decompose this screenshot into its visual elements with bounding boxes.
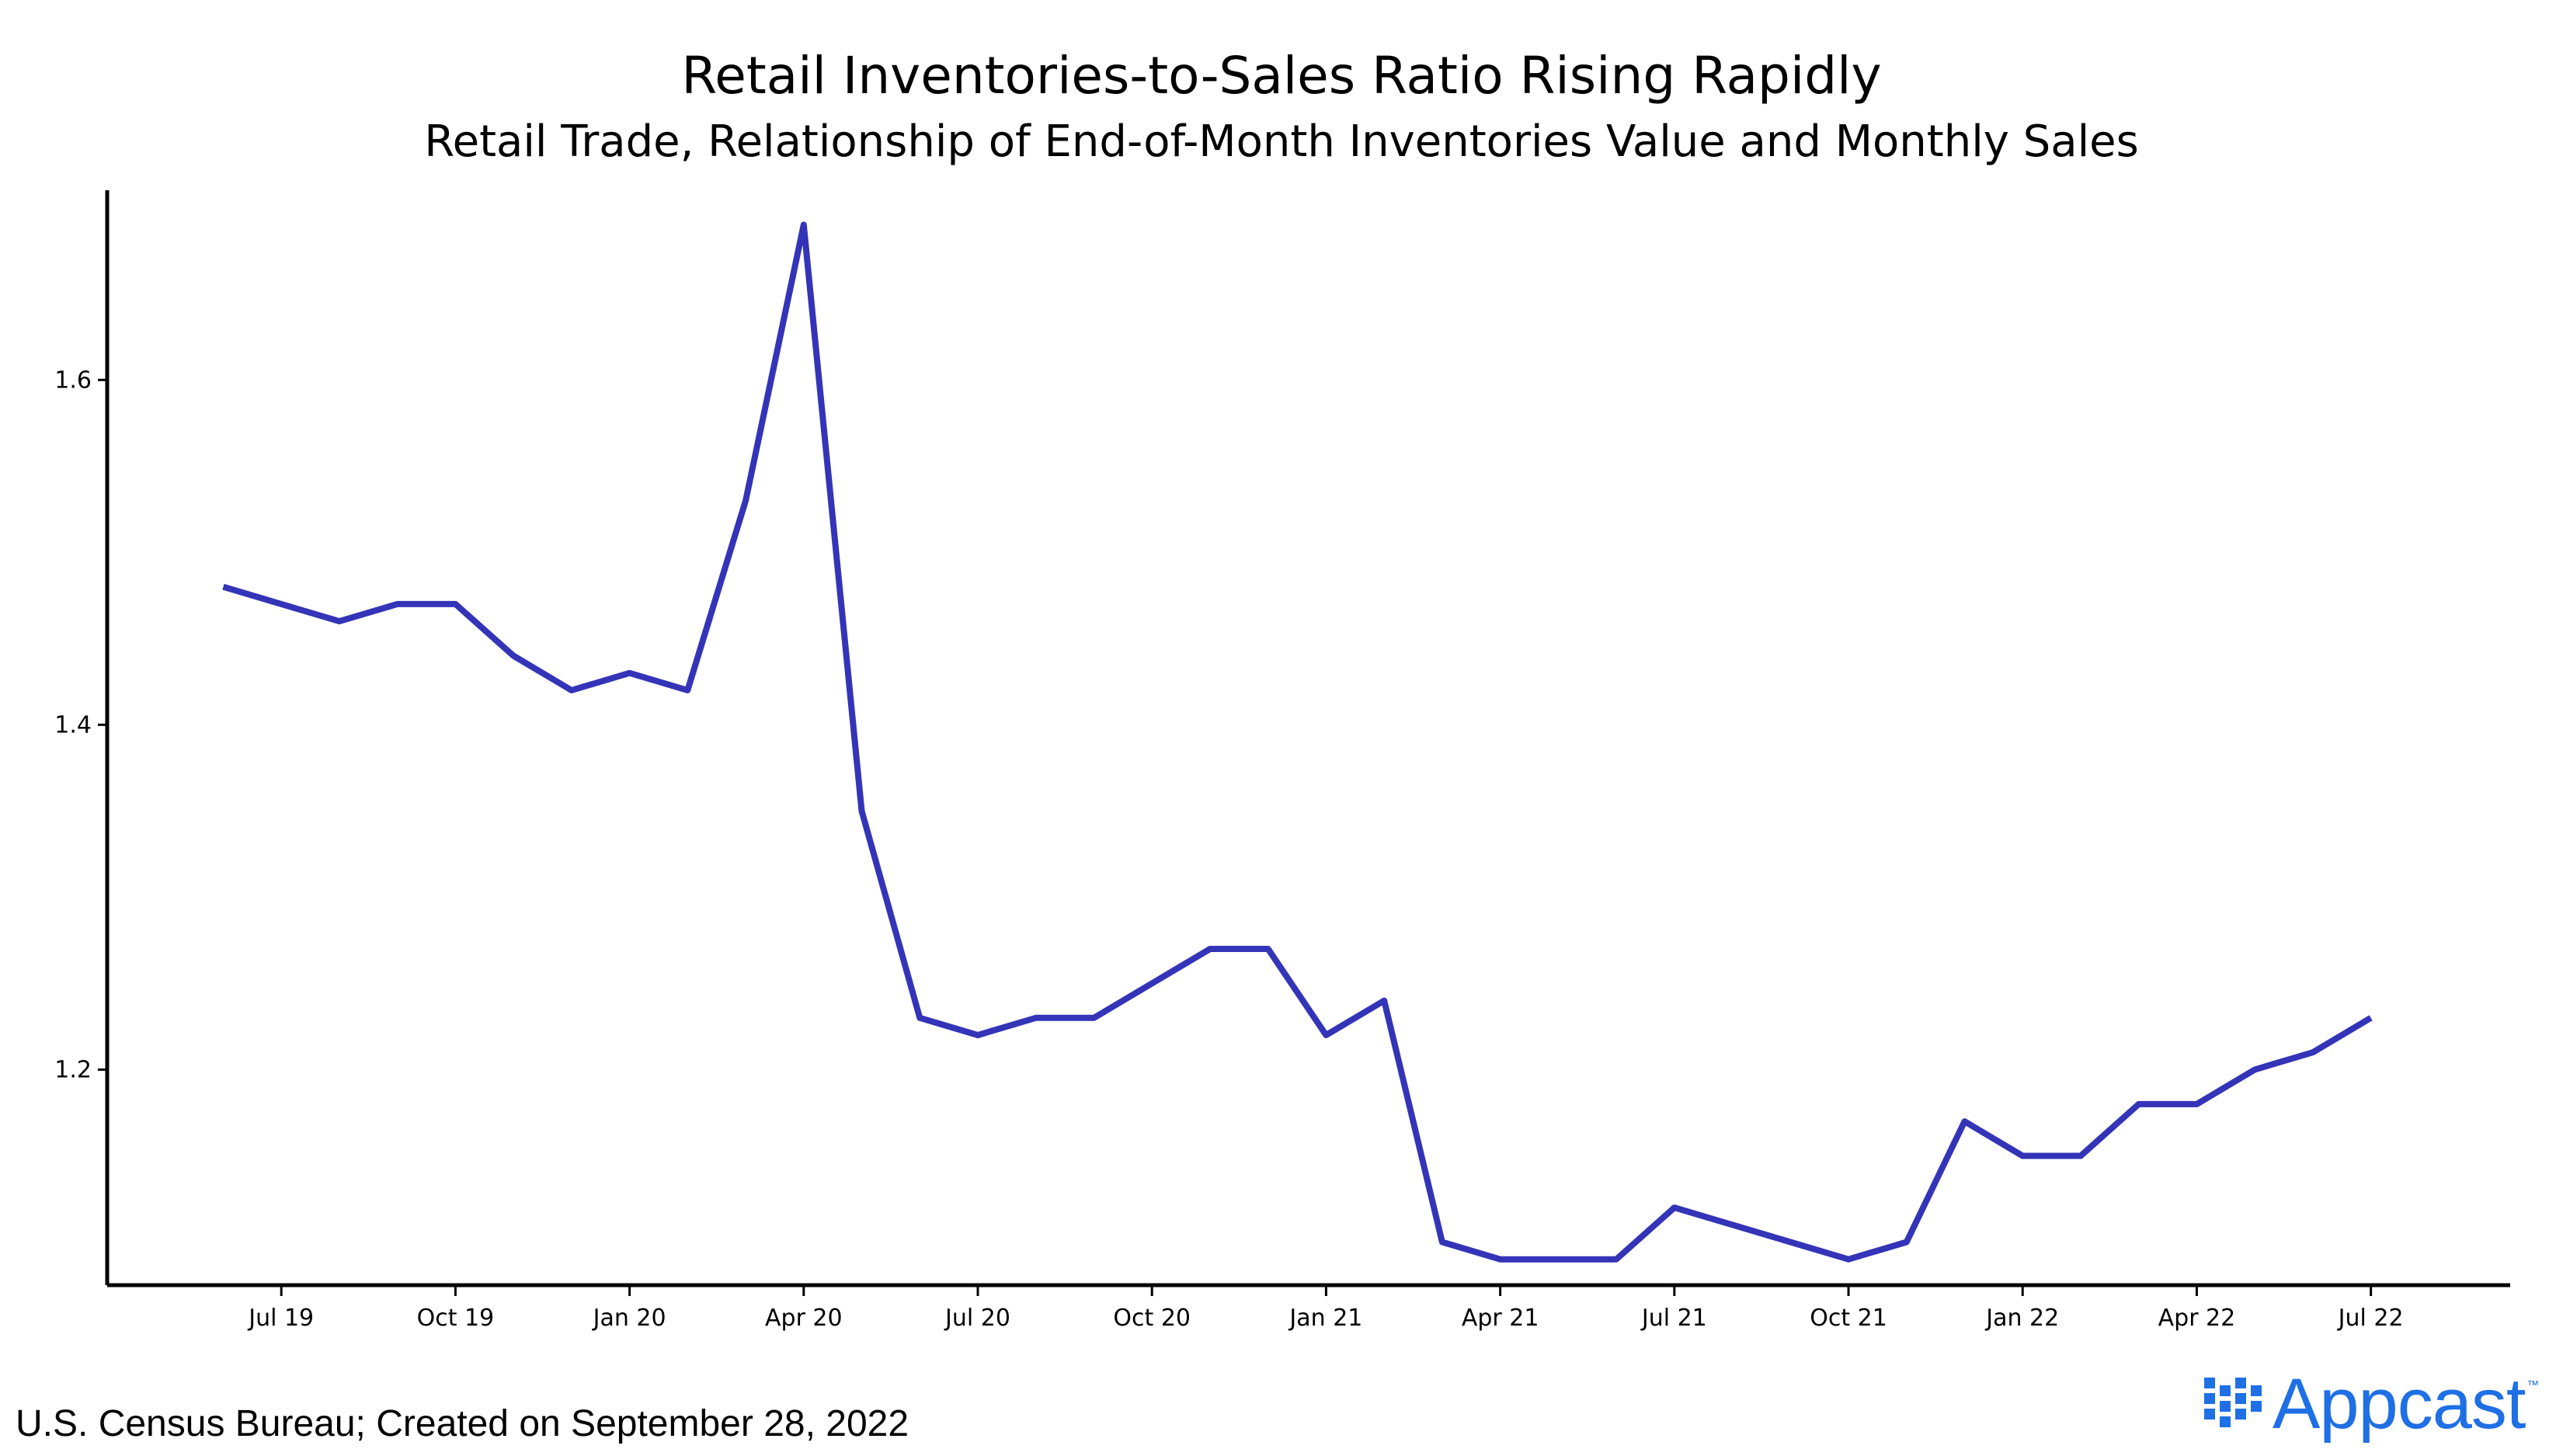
appcast-logo: Appcast ™ (2204, 1365, 2539, 1443)
x-tick-label: Jan 20 (592, 1305, 666, 1332)
x-tick-label: Oct 19 (417, 1305, 495, 1332)
appcast-grid-icon (2204, 1378, 2262, 1427)
source-note: U.S. Census Bureau; Created on September… (16, 1403, 909, 1444)
x-tick-label: Jul 22 (2337, 1305, 2404, 1332)
x-tick-label: Jan 22 (1984, 1305, 2059, 1332)
x-tick-label: Apr 21 (1462, 1305, 1539, 1332)
x-tick-label: Oct 21 (1810, 1305, 1887, 1332)
tick-layer: 1.2 1.4 1.6 Jul 19 Oct 19 Jan 20 Apr 20 Jul 20 O… (54, 367, 2403, 1332)
series-line (222, 221, 2373, 1263)
x-tick-label: Jul 20 (944, 1305, 1010, 1332)
x-tick-label: Apr 20 (765, 1305, 843, 1332)
series-layer (222, 221, 2373, 1263)
x-tick-label: Oct 20 (1113, 1305, 1191, 1332)
logo-text: Appcast (2273, 1364, 2526, 1444)
y-tick-label: 1.4 (54, 711, 92, 738)
logo-trademark: ™ (2526, 1379, 2540, 1392)
x-tick-label: Apr 22 (2158, 1305, 2236, 1332)
x-tick-label: Jul 21 (1640, 1305, 1707, 1332)
chart-subtitle: Retail Trade, Relationship of End-of-Mon… (424, 116, 2139, 167)
chart-title: Retail Inventories-to-Sales Ratio Rising… (681, 46, 1882, 106)
chart-axes (105, 190, 2510, 1287)
x-tick-label: Jul 19 (247, 1305, 314, 1332)
y-tick-label: 1.6 (54, 367, 92, 394)
y-tick-label: 1.2 (54, 1056, 92, 1083)
x-tick-label: Jan 21 (1288, 1305, 1362, 1332)
